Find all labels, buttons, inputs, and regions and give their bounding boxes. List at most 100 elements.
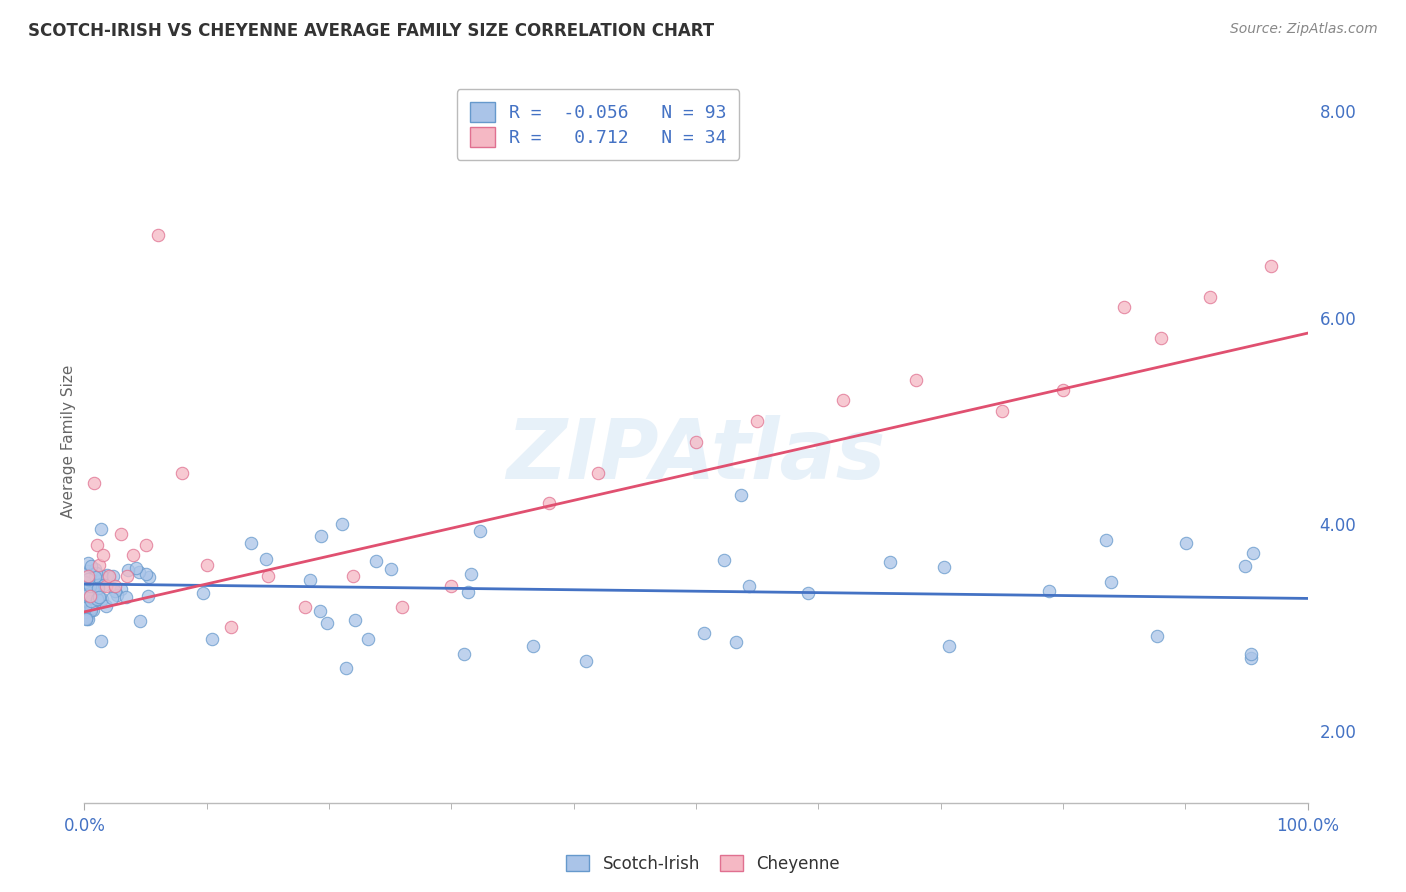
Point [138,570,160,584]
Point [685,434,707,449]
Point [82,603,104,617]
Point [335,661,357,675]
Point [693,625,716,640]
Point [332,517,354,532]
Point [90,574,112,588]
Point [991,403,1014,417]
Point [77,557,100,571]
Point [453,647,475,661]
Point [105,588,128,602]
Point [905,373,928,387]
Point [110,527,132,541]
Point [122,548,145,562]
Point [84,566,107,581]
Point [79,590,101,604]
Point [219,620,242,634]
Point [1175,535,1198,549]
Point [1114,301,1136,315]
Point [932,560,955,574]
Point [366,554,388,568]
Point [138,589,160,603]
Point [1146,629,1168,643]
Point [311,529,333,543]
Point [97,570,120,584]
Point [83,475,105,490]
Point [195,558,218,573]
Point [309,604,332,618]
Point [87,558,110,573]
Point [79,579,101,593]
Text: ZIPAtlas: ZIPAtlas [506,416,886,497]
Point [575,655,598,669]
Point [1150,331,1173,345]
Legend: Scotch-Irish, Cheyenne: Scotch-Irish, Cheyenne [560,848,846,880]
Point [96,567,118,582]
Point [240,536,263,550]
Point [254,551,277,566]
Point [86,538,108,552]
Point [1094,533,1116,547]
Point [146,228,169,243]
Point [77,596,100,610]
Point [86,592,108,607]
Point [80,587,103,601]
Point [730,488,752,502]
Point [91,548,114,562]
Point [96,579,118,593]
Point [457,584,479,599]
Y-axis label: Average Family Size: Average Family Size [60,365,76,518]
Point [522,639,544,653]
Point [724,635,747,649]
Point [135,538,157,552]
Point [93,578,115,592]
Point [104,579,127,593]
Point [1240,647,1263,661]
Point [938,639,960,653]
Point [73,574,96,589]
Point [90,591,112,606]
Point [538,496,561,510]
Point [879,555,901,569]
Legend: R =  -0.056   N = 93, R =   0.712   N = 34: R = -0.056 N = 93, R = 0.712 N = 34 [457,89,740,160]
Point [76,585,98,599]
Point [80,558,103,573]
Point [257,568,280,582]
Point [75,610,97,624]
Point [90,522,112,536]
Point [586,466,609,480]
Point [100,591,122,605]
Point [1099,574,1122,589]
Point [831,393,853,408]
Point [294,599,316,614]
Point [104,583,127,598]
Point [83,562,105,576]
Point [110,582,132,596]
Point [357,632,380,646]
Point [77,612,100,626]
Point [344,613,367,627]
Point [201,632,224,646]
Point [77,568,100,582]
Point [440,579,463,593]
Point [75,605,97,619]
Point [90,594,112,608]
Point [342,568,364,582]
Point [1198,290,1220,304]
Point [391,599,413,614]
Point [738,579,761,593]
Point [97,568,120,582]
Point [128,565,150,579]
Point [84,570,107,584]
Point [75,601,97,615]
Point [193,586,215,600]
Point [128,614,150,628]
Point [80,594,103,608]
Point [117,563,139,577]
Point [86,578,108,592]
Point [298,574,321,588]
Point [1260,259,1282,273]
Point [125,560,148,574]
Point [75,612,97,626]
Point [90,633,112,648]
Point [79,600,101,615]
